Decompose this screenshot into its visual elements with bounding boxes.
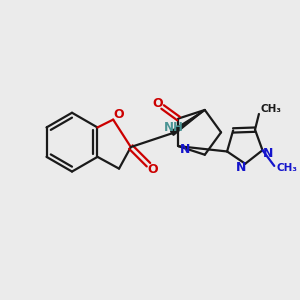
Text: O: O bbox=[114, 108, 124, 121]
Text: O: O bbox=[152, 97, 163, 110]
Text: CH₃: CH₃ bbox=[277, 163, 298, 173]
Text: N: N bbox=[180, 142, 190, 156]
Text: NH: NH bbox=[164, 121, 184, 134]
Text: N: N bbox=[263, 147, 274, 160]
Text: O: O bbox=[147, 163, 158, 176]
Polygon shape bbox=[171, 110, 205, 135]
Text: CH₃: CH₃ bbox=[260, 104, 281, 114]
Text: N: N bbox=[236, 161, 247, 174]
